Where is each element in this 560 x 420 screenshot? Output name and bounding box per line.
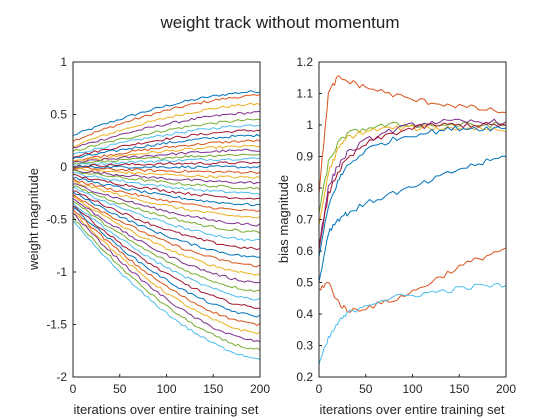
weight-series-line	[72, 190, 261, 251]
bias-y-axis-label: bias magnitude	[276, 175, 291, 263]
weight-series-line	[72, 202, 261, 301]
biases-y-tick-label: 0.5	[296, 276, 313, 290]
biases-y-tick-label: 1.1	[296, 87, 313, 101]
weight-series-line	[72, 166, 261, 174]
weight-series-line	[72, 213, 261, 343]
figure-title: weight track without momentum	[159, 13, 399, 32]
weight-series-line	[72, 185, 261, 234]
bias-series-line	[318, 118, 507, 245]
biases-y-tick-label: 0.2	[296, 370, 313, 384]
biases-y-tick-label: 1.2	[296, 55, 313, 69]
bias-series-line	[318, 247, 507, 313]
weight-series-line	[72, 198, 261, 284]
weight-series-line	[72, 165, 261, 169]
weight-series-line	[72, 172, 261, 195]
weight-y-axis-label: weight magnitude	[26, 168, 41, 271]
weight-series-line	[72, 193, 261, 268]
weight-chart: 0 50 100 150 200 -2 -1.5 -1 -0.5 0 0.5 1 iteration…	[26, 55, 270, 417]
biases-y-tick-label: 0.6	[296, 244, 313, 258]
weight-series-line	[72, 186, 261, 242]
bias-series-line	[318, 155, 507, 283]
weight-series-line	[72, 144, 261, 162]
weight-series-line	[72, 157, 261, 167]
bias-series-group	[318, 75, 507, 365]
biases-x-tick-label: 100	[402, 382, 422, 396]
weight-series-line	[72, 195, 261, 276]
bias-series-line	[318, 125, 507, 258]
bias-series-line	[318, 282, 507, 365]
weight-series-group	[72, 90, 261, 360]
weight-series-line	[72, 173, 261, 200]
weight-series-line	[72, 90, 261, 136]
weight-series-line	[72, 102, 261, 147]
weights-x-tick-label: 200	[250, 382, 270, 396]
weight-y-ticks: -2 -1.5 -1 -0.5 0 0.5 1	[46, 55, 76, 384]
biases-y-tick-label: 0.4	[296, 307, 313, 321]
weights-x-tick-label: 150	[203, 382, 223, 396]
weight-series-line	[72, 118, 261, 152]
weights-y-tick-label: -1.5	[46, 318, 67, 332]
weights-y-tick-label: -0.5	[46, 213, 67, 227]
weight-series-line	[72, 191, 261, 258]
weight-series-line	[72, 207, 261, 318]
bias-series-line	[318, 121, 507, 252]
biases-x-tick-label: 150	[449, 382, 469, 396]
weight-series-line	[72, 94, 261, 143]
biases-x-tick-label: 0	[316, 382, 323, 396]
biases-y-tick-label: 0.8	[296, 181, 313, 195]
weight-series-line	[72, 205, 261, 309]
weights-y-tick-label: 0.5	[50, 108, 67, 122]
biases-x-tick-label: 50	[359, 382, 373, 396]
bias-x-ticks: 0 50 100 150 200	[316, 374, 516, 396]
weight-series-line	[72, 168, 261, 179]
biases-y-tick-label: 0.9	[296, 150, 313, 164]
weight-series-line	[72, 215, 261, 351]
bias-series-line	[318, 75, 507, 195]
weight-series-line	[72, 201, 261, 292]
weight-series-line	[72, 133, 261, 160]
weights-x-tick-label: 50	[113, 382, 127, 396]
weight-plot-box	[72, 61, 261, 378]
weight-series-line	[72, 169, 261, 185]
bias-series-line	[318, 124, 507, 226]
biases-y-tick-label: 1	[306, 118, 313, 132]
weight-series-line	[72, 153, 261, 166]
weight-series-line	[72, 139, 261, 163]
weight-series-line	[72, 176, 261, 207]
weight-series-line	[72, 169, 261, 190]
weight-series-line	[72, 180, 261, 219]
weight-series-line	[72, 148, 260, 163]
weight-series-line	[72, 177, 261, 213]
weight-series-line	[72, 129, 261, 159]
weights-x-tick-label: 100	[156, 382, 176, 396]
weight-series-line	[72, 208, 261, 326]
weight-series-line	[72, 110, 261, 149]
weights-y-tick-label: -2	[56, 370, 67, 384]
weight-series-line	[72, 124, 260, 155]
biases-y-tick-label: 0.3	[296, 339, 313, 353]
weight-series-line	[72, 211, 261, 335]
weight-x-ticks: 0 50 100 150 200	[70, 374, 270, 396]
weights-y-tick-label: -1	[56, 265, 67, 279]
bias-x-axis-label: iterations over entire training set	[320, 402, 505, 417]
weight-series-line	[72, 220, 261, 360]
bias-y-ticks: 0.2 0.3 0.4 0.5 0.6 0.7 0.8 0.9 1 1.1 1.2	[296, 55, 322, 384]
biases-y-tick-label: 0.7	[296, 213, 313, 227]
weights-x-tick-label: 0	[70, 382, 77, 396]
weight-x-axis-label: iterations over entire training set	[74, 402, 259, 417]
weights-y-tick-label: 0	[60, 160, 67, 174]
weight-series-line	[72, 161, 261, 168]
bias-chart: 0 50 100 150 200 0.2 0.3 0.4 0.5 0.6 0.7 0.8 0.9 1 1.…	[276, 55, 516, 417]
weight-series-line	[72, 183, 261, 227]
biases-x-tick-label: 200	[496, 382, 516, 396]
weights-y-tick-label: 1	[60, 55, 67, 69]
